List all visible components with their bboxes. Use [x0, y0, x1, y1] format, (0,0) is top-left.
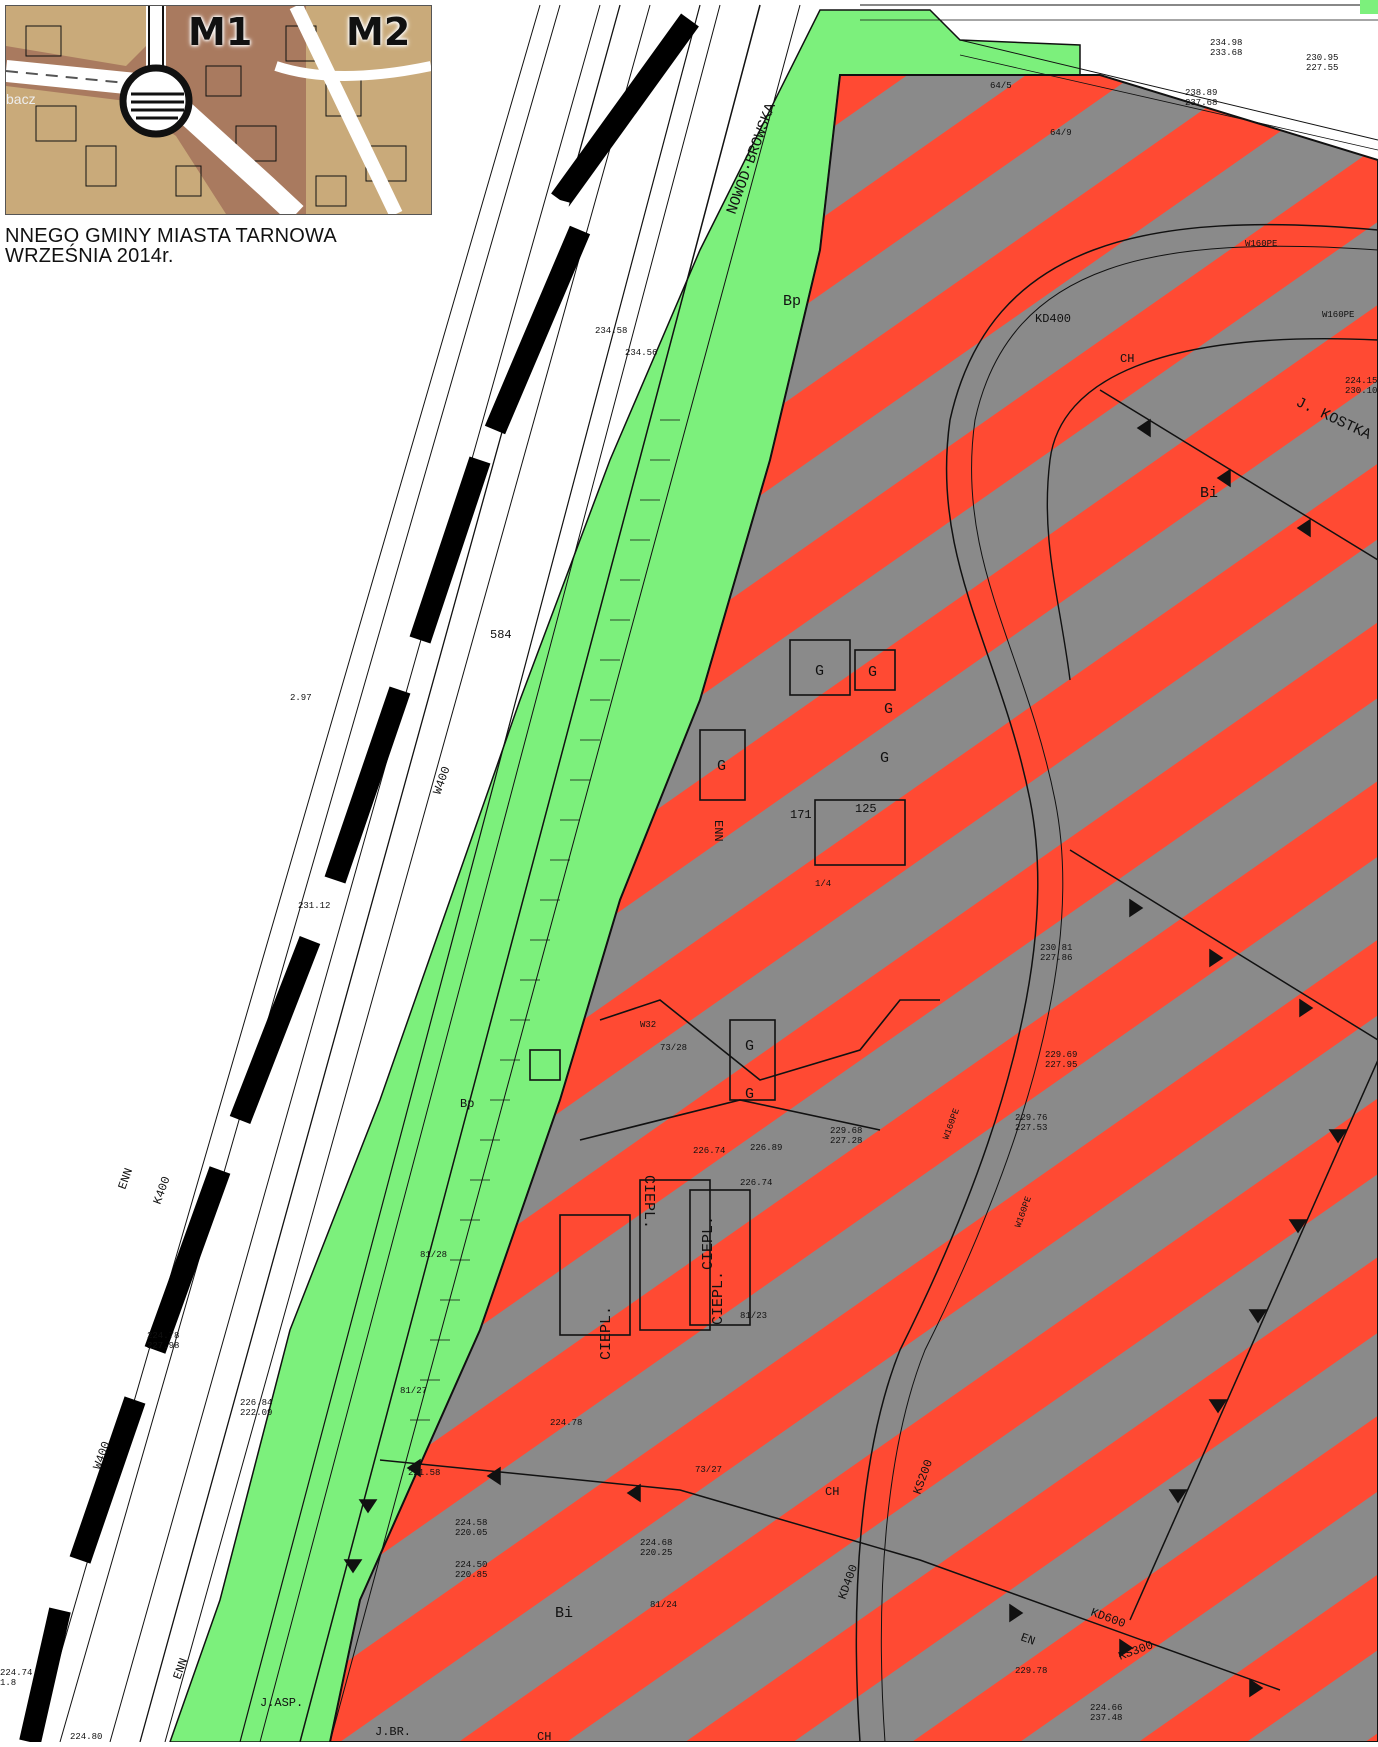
- label-v8: 234.56: [625, 348, 657, 358]
- building-outlines: [529, 639, 940, 1336]
- label-v28: 220.85: [455, 1570, 487, 1580]
- caption-line-1: NNEGO GMINY MIASTA TARNOWA: [5, 225, 337, 247]
- label-v20: 224.80: [70, 1732, 102, 1742]
- label-ch-2: CH: [825, 1485, 839, 1499]
- label-v29: 224.78: [147, 1331, 179, 1341]
- label-en: EN: [1019, 1631, 1037, 1649]
- label-v3: 230.95: [1306, 53, 1338, 63]
- label-v21: 224.78: [550, 1418, 582, 1428]
- label-v18: 230.81: [1040, 943, 1072, 953]
- label-v26: 220.25: [640, 1548, 672, 1558]
- label-g-3: G: [884, 701, 893, 718]
- label-v13: 227.28: [830, 1136, 862, 1146]
- label-v31: 224.74: [0, 1668, 32, 1678]
- label-v33: 229.78: [1015, 1666, 1047, 1676]
- label-v38: 231.12: [298, 901, 330, 911]
- inset-label-m2: M2: [346, 10, 411, 54]
- label-g-4: G: [717, 758, 726, 775]
- label-k400: K400: [151, 1175, 174, 1207]
- label-w160pe-2: W160PE: [1322, 310, 1354, 320]
- label-v34: 224.66: [1090, 1703, 1122, 1713]
- label-ch-1: CH: [1120, 352, 1134, 366]
- label-1-4: 1/4: [815, 879, 831, 889]
- label-v1: 234.98: [1210, 38, 1242, 48]
- label-81-28: 81/28: [420, 1250, 447, 1260]
- label-64-9: 64/9: [1050, 128, 1072, 138]
- inset-key-map: bacz M1 M2: [5, 5, 432, 215]
- label-73-28: 73/28: [660, 1043, 687, 1053]
- label-v6: 237.68: [1185, 98, 1217, 108]
- pipeline: [343, 389, 1378, 1698]
- label-v25: 224.68: [640, 1538, 672, 1548]
- label-bp-2: Bp: [460, 1097, 474, 1111]
- label-v39: 224.15: [1345, 376, 1377, 386]
- label-v32: 1.8: [0, 1678, 16, 1688]
- inset-bacz-text: bacz: [6, 91, 36, 107]
- label-ch-3: CH: [537, 1730, 551, 1742]
- label-v7: 234.58: [595, 326, 627, 336]
- label-v19: 227.86: [1040, 953, 1072, 963]
- label-v37: 222.09: [240, 1408, 272, 1418]
- label-g-5: G: [880, 750, 889, 767]
- label-v36: 226.84: [240, 1398, 272, 1408]
- label-81-24: 81/24: [650, 1600, 677, 1610]
- label-81-27: 81/27: [400, 1386, 427, 1396]
- plan-caption: NNEGO GMINY MIASTA TARNOWA WRZEŚNIA 2014…: [5, 226, 337, 266]
- label-v17: 227.95: [1045, 1060, 1077, 1070]
- curve-track: [855, 223, 1378, 1743]
- label-bp-1: Bp: [783, 293, 801, 310]
- label-81-23: 81/23: [740, 1311, 767, 1321]
- label-enn-3: ENN: [171, 1656, 192, 1681]
- label-kd400: KD400: [1035, 312, 1071, 326]
- label-v9: 226.74: [693, 1146, 725, 1156]
- road-dash: [19, 13, 699, 1745]
- label-v4: 227.55: [1306, 63, 1338, 73]
- label-125: 125: [855, 802, 877, 816]
- label-w32: W32: [640, 1020, 656, 1030]
- label-v22: 221.58: [408, 1468, 440, 1478]
- label-v2: 233.68: [1210, 48, 1242, 58]
- label-ciepl-3: CIEPL.: [598, 1306, 615, 1360]
- label-73-27: 73/27: [695, 1465, 722, 1475]
- label-v35: 237.48: [1090, 1713, 1122, 1723]
- label-g-1: G: [815, 663, 824, 680]
- label-584: 584: [490, 628, 512, 642]
- label-v12: 229.68: [830, 1126, 862, 1136]
- inset-label-m1: M1: [188, 10, 253, 54]
- label-w400b: W400: [431, 765, 454, 797]
- label-g-2: G: [868, 664, 877, 681]
- label-g-7: G: [745, 1086, 754, 1103]
- label-g-6: G: [745, 1038, 754, 1055]
- label-v16: 229.69: [1045, 1050, 1077, 1060]
- slope-hatching: [410, 419, 680, 1421]
- label-v24: 220.05: [455, 1528, 487, 1538]
- label-v40: 230.10: [1345, 386, 1377, 396]
- label-v15: 227.53: [1015, 1123, 1047, 1133]
- label-j-asp: J.ASP.: [260, 1696, 303, 1710]
- label-64-5: 64/5: [990, 81, 1012, 91]
- label-ciepl-4: CIEPL.: [710, 1271, 727, 1325]
- label-enn-2: ENN: [711, 820, 725, 842]
- caption-line-2: WRZEŚNIA 2014r.: [5, 245, 174, 267]
- label-v14: 229.76: [1015, 1113, 1047, 1123]
- label-w160pe: W160PE: [1245, 239, 1277, 249]
- label-ciepl-1: CIEPL.: [640, 1175, 657, 1229]
- label-v30: 227.98: [147, 1341, 179, 1351]
- label-v23: 224.58: [455, 1518, 487, 1528]
- green-corner: [1360, 0, 1378, 14]
- label-v10: 226.89: [750, 1143, 782, 1153]
- label-171: 171: [790, 808, 812, 822]
- label-v27: 224.50: [455, 1560, 487, 1570]
- label-v41: 2.97: [290, 693, 312, 703]
- label-ciepl-2: CIEPL.: [700, 1216, 717, 1270]
- label-v11: 226.74: [740, 1178, 772, 1188]
- label-bi-2: Bi: [555, 1605, 573, 1622]
- label-v5: 238.89: [1185, 88, 1217, 98]
- label-bi-1: Bi: [1200, 485, 1218, 502]
- label-j-br: J.BR.: [375, 1725, 411, 1739]
- label-enn: ENN: [116, 1166, 137, 1191]
